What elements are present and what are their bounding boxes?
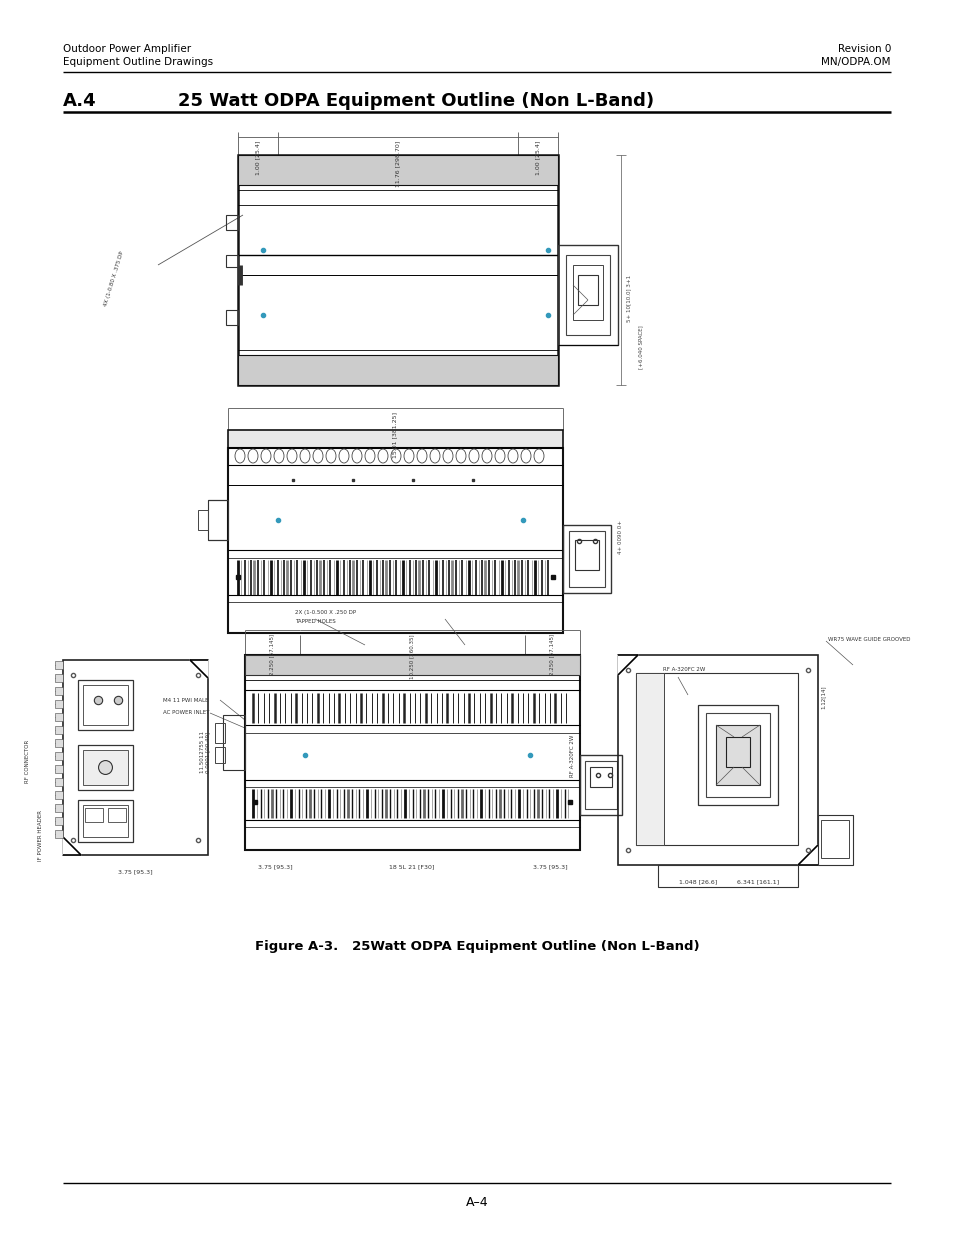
Bar bbox=[55, 752, 63, 760]
Text: 4+ 0090 0+: 4+ 0090 0+ bbox=[618, 520, 622, 555]
Bar bbox=[78, 800, 132, 842]
Bar bbox=[579, 755, 621, 815]
Bar bbox=[725, 737, 749, 767]
Bar bbox=[237, 156, 558, 385]
Bar bbox=[55, 700, 63, 708]
Bar bbox=[108, 808, 126, 823]
Polygon shape bbox=[618, 655, 638, 676]
Text: 10.250 [260.35]: 10.250 [260.35] bbox=[409, 634, 414, 678]
Bar bbox=[716, 725, 760, 785]
Bar bbox=[208, 500, 228, 540]
Bar bbox=[55, 830, 63, 839]
Bar bbox=[214, 722, 225, 743]
Bar bbox=[705, 713, 769, 797]
Bar bbox=[584, 761, 617, 809]
Bar bbox=[226, 215, 237, 230]
Bar bbox=[636, 673, 663, 845]
Text: A–4: A–4 bbox=[465, 1195, 488, 1209]
Text: 1.12[14]: 1.12[14] bbox=[820, 685, 824, 709]
Bar bbox=[558, 245, 618, 345]
Bar bbox=[55, 661, 63, 669]
Text: 3.75 [95.3]: 3.75 [95.3] bbox=[257, 864, 292, 869]
Text: RF A-320FC 2W: RF A-320FC 2W bbox=[570, 735, 575, 777]
Text: MN/ODPA.OM: MN/ODPA.OM bbox=[821, 57, 890, 67]
Bar bbox=[55, 804, 63, 811]
Text: RF CONNECTOR: RF CONNECTOR bbox=[26, 740, 30, 783]
Text: Figure A-3.   25Watt ODPA Equipment Outline (Non L-Band): Figure A-3. 25Watt ODPA Equipment Outlin… bbox=[254, 940, 699, 953]
Text: 11.76 [298.70]: 11.76 [298.70] bbox=[395, 141, 400, 188]
Text: 3.75 [95.3]: 3.75 [95.3] bbox=[117, 869, 152, 874]
Bar bbox=[658, 864, 797, 887]
Bar bbox=[83, 750, 128, 785]
Polygon shape bbox=[63, 837, 81, 855]
Bar bbox=[55, 739, 63, 747]
Bar bbox=[55, 713, 63, 721]
Bar bbox=[568, 531, 604, 587]
Bar bbox=[55, 790, 63, 799]
Bar bbox=[618, 655, 817, 864]
Bar bbox=[228, 448, 562, 634]
Text: TAPPED HOLES: TAPPED HOLES bbox=[294, 619, 335, 624]
Bar bbox=[245, 655, 579, 850]
Bar bbox=[573, 266, 602, 320]
Bar bbox=[55, 687, 63, 695]
Text: 6.341 [161.1]: 6.341 [161.1] bbox=[736, 879, 779, 884]
Text: RF A-320FC 2W: RF A-320FC 2W bbox=[662, 667, 704, 672]
Text: 1.00 [25.4]: 1.00 [25.4] bbox=[255, 141, 260, 175]
Bar bbox=[562, 525, 610, 593]
Text: [+6.040 SPACE]: [+6.040 SPACE] bbox=[638, 325, 642, 369]
Polygon shape bbox=[797, 845, 817, 864]
Bar bbox=[198, 510, 208, 530]
Text: 15.01 [381.25]: 15.01 [381.25] bbox=[392, 412, 397, 458]
Bar bbox=[698, 705, 778, 805]
Text: Equipment Outline Drawings: Equipment Outline Drawings bbox=[63, 57, 213, 67]
Bar bbox=[237, 156, 558, 185]
Text: WR75 WAVE GUIDE GROOVED: WR75 WAVE GUIDE GROOVED bbox=[827, 637, 909, 642]
Text: 11.5012755 11
0.0001 [00.49]: 11.5012755 11 0.0001 [00.49] bbox=[199, 731, 211, 773]
Bar bbox=[578, 275, 598, 305]
Text: IF POWER HEADER: IF POWER HEADER bbox=[38, 810, 44, 861]
Text: 4X (1-0.80 X .375 DP: 4X (1-0.80 X .375 DP bbox=[103, 249, 125, 306]
Text: Revision 0: Revision 0 bbox=[837, 44, 890, 54]
Bar bbox=[83, 685, 128, 725]
Bar bbox=[223, 715, 245, 769]
Bar bbox=[821, 820, 848, 858]
Text: 3.75 [95.3]: 3.75 [95.3] bbox=[532, 864, 567, 869]
Bar bbox=[226, 254, 237, 267]
Text: AC POWER INLET: AC POWER INLET bbox=[163, 710, 209, 715]
Bar bbox=[214, 747, 225, 763]
Bar bbox=[85, 808, 103, 823]
Bar bbox=[575, 540, 598, 571]
Bar bbox=[83, 805, 128, 837]
Text: 2X (1-0.500 X .250 DP: 2X (1-0.500 X .250 DP bbox=[294, 610, 355, 615]
Bar bbox=[589, 767, 612, 787]
Text: 1.00 [25.4]: 1.00 [25.4] bbox=[535, 141, 540, 175]
Bar bbox=[817, 815, 852, 864]
Bar bbox=[636, 673, 797, 845]
Bar bbox=[78, 680, 132, 730]
Text: 25 Watt ODPA Equipment Outline (Non L-Band): 25 Watt ODPA Equipment Outline (Non L-Ba… bbox=[178, 91, 654, 110]
Bar bbox=[237, 354, 558, 385]
Text: A.4: A.4 bbox=[63, 91, 96, 110]
Text: 2.250 [57.145]: 2.250 [57.145] bbox=[549, 634, 554, 676]
Bar bbox=[228, 430, 562, 448]
Bar bbox=[55, 726, 63, 734]
Text: Outdoor Power Amplifier: Outdoor Power Amplifier bbox=[63, 44, 191, 54]
Bar bbox=[55, 778, 63, 785]
Text: 18 5L 21 [F30]: 18 5L 21 [F30] bbox=[389, 864, 435, 869]
Bar bbox=[55, 764, 63, 773]
Bar bbox=[245, 655, 579, 676]
Bar bbox=[55, 818, 63, 825]
Text: 1.048 [26.6]: 1.048 [26.6] bbox=[679, 879, 717, 884]
Bar bbox=[226, 310, 237, 325]
Bar bbox=[63, 659, 208, 855]
Text: 2.250 [57.145]: 2.250 [57.145] bbox=[269, 634, 274, 676]
Bar bbox=[55, 674, 63, 682]
Polygon shape bbox=[190, 659, 208, 678]
Bar bbox=[78, 745, 132, 790]
Bar bbox=[565, 254, 609, 335]
Text: M4 11 PWI MALE: M4 11 PWI MALE bbox=[163, 698, 209, 703]
Text: 5+ 10[10.0] 3+1: 5+ 10[10.0] 3+1 bbox=[625, 275, 630, 322]
